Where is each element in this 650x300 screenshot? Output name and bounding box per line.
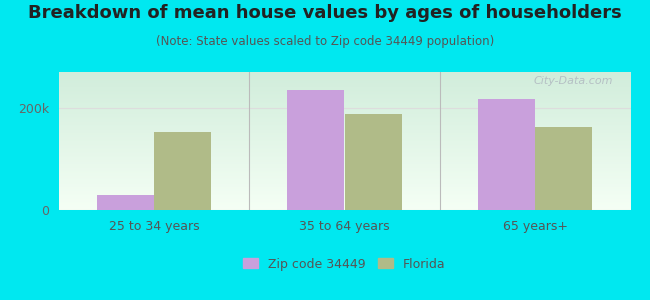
- Bar: [535, 127, 592, 210]
- Bar: [344, 114, 402, 210]
- Bar: [478, 99, 535, 210]
- Bar: [154, 132, 211, 210]
- Bar: [287, 90, 344, 210]
- Text: Breakdown of mean house values by ages of householders: Breakdown of mean house values by ages o…: [28, 4, 622, 22]
- Text: City-Data.com: City-Data.com: [534, 76, 614, 86]
- Bar: [97, 195, 154, 210]
- Legend: Zip code 34449, Florida: Zip code 34449, Florida: [238, 253, 451, 275]
- Text: (Note: State values scaled to Zip code 34449 population): (Note: State values scaled to Zip code 3…: [156, 34, 494, 47]
